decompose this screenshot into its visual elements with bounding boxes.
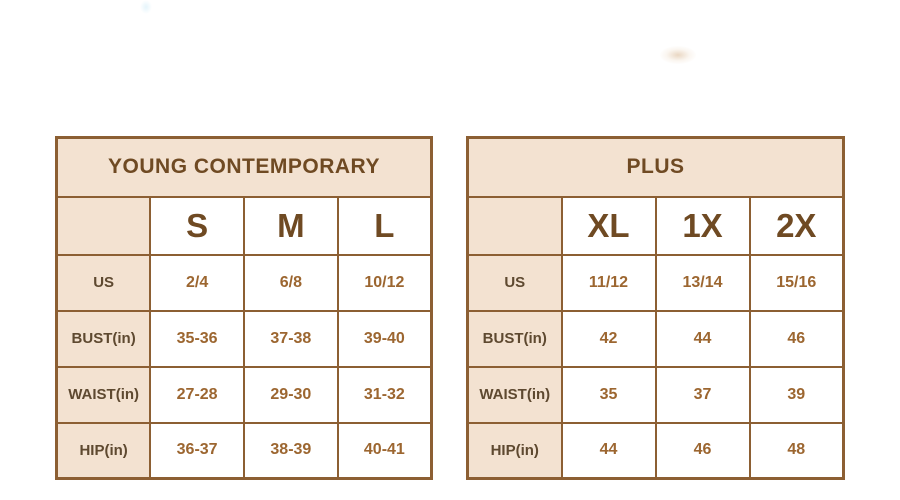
value-cell: 44 — [654, 309, 751, 368]
table-row-hip: HIP(in) 44 46 48 — [466, 421, 845, 480]
size-header-1x: 1X — [654, 195, 751, 256]
value-cell: 48 — [748, 421, 845, 480]
row-label-bust: BUST(in) — [55, 309, 152, 368]
faint-tan-smudge — [660, 46, 696, 64]
table-row-bust: BUST(in) 35-36 37-38 39-40 — [55, 309, 433, 368]
size-header-row: XL 1X 2X — [466, 195, 845, 256]
value-cell: 27-28 — [149, 365, 245, 424]
row-label-hip: HIP(in) — [55, 421, 152, 480]
table-title: YOUNG CONTEMPORARY — [55, 136, 433, 198]
plus-table: PLUS XL 1X 2X US 11/12 13/14 15/16 BUST(… — [466, 136, 845, 480]
row-label-waist: WAIST(in) — [466, 365, 563, 424]
value-cell: 29-30 — [243, 365, 339, 424]
corner-cell — [55, 195, 152, 256]
table-title-row: YOUNG CONTEMPORARY — [55, 136, 433, 198]
value-cell: 2/4 — [149, 253, 245, 312]
value-cell: 35 — [560, 365, 657, 424]
value-cell: 36-37 — [149, 421, 245, 480]
value-cell: 10/12 — [336, 253, 433, 312]
value-cell: 13/14 — [654, 253, 751, 312]
value-cell: 15/16 — [748, 253, 845, 312]
table-title-row: PLUS — [466, 136, 845, 198]
corner-cell — [466, 195, 563, 256]
value-cell: 40-41 — [336, 421, 433, 480]
value-cell: 6/8 — [243, 253, 339, 312]
value-cell: 46 — [748, 309, 845, 368]
plus-size-table: PLUS XL 1X 2X US 11/12 13/14 15/16 BUST(… — [466, 136, 845, 480]
faint-blue-artifact — [140, 0, 152, 14]
table-row-waist: WAIST(in) 35 37 39 — [466, 365, 845, 424]
table-row-us: US 11/12 13/14 15/16 — [466, 253, 845, 312]
value-cell: 44 — [560, 421, 657, 480]
value-cell: 31-32 — [336, 365, 433, 424]
row-label-waist: WAIST(in) — [55, 365, 152, 424]
value-cell: 37 — [654, 365, 751, 424]
value-cell: 11/12 — [560, 253, 657, 312]
young-contemporary-table: YOUNG CONTEMPORARY S M L US 2/4 6/8 10/1… — [55, 136, 433, 480]
value-cell: 38-39 — [243, 421, 339, 480]
table-row-us: US 2/4 6/8 10/12 — [55, 253, 433, 312]
table-row-bust: BUST(in) 42 44 46 — [466, 309, 845, 368]
row-label-us: US — [55, 253, 152, 312]
size-header-l: L — [336, 195, 433, 256]
value-cell: 37-38 — [243, 309, 339, 368]
row-label-us: US — [466, 253, 563, 312]
value-cell: 35-36 — [149, 309, 245, 368]
table-title: PLUS — [466, 136, 845, 198]
table-row-waist: WAIST(in) 27-28 29-30 31-32 — [55, 365, 433, 424]
size-header-row: S M L — [55, 195, 433, 256]
value-cell: 39 — [748, 365, 845, 424]
value-cell: 39-40 — [336, 309, 433, 368]
size-header-s: S — [149, 195, 245, 256]
size-header-m: M — [243, 195, 339, 256]
size-header-xl: XL — [560, 195, 657, 256]
value-cell: 46 — [654, 421, 751, 480]
size-header-2x: 2X — [748, 195, 845, 256]
row-label-hip: HIP(in) — [466, 421, 563, 480]
young-contemporary-size-table: YOUNG CONTEMPORARY S M L US 2/4 6/8 10/1… — [55, 136, 433, 480]
row-label-bust: BUST(in) — [466, 309, 563, 368]
value-cell: 42 — [560, 309, 657, 368]
table-row-hip: HIP(in) 36-37 38-39 40-41 — [55, 421, 433, 480]
